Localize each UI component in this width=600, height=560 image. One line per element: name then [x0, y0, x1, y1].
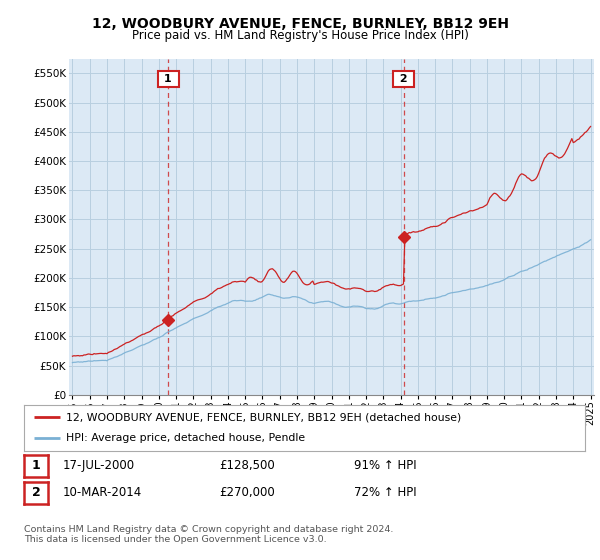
Text: HPI: Average price, detached house, Pendle: HPI: Average price, detached house, Pend… [66, 433, 305, 444]
Text: Contains HM Land Registry data © Crown copyright and database right 2024.
This d: Contains HM Land Registry data © Crown c… [24, 525, 394, 544]
Text: £128,500: £128,500 [219, 459, 275, 473]
Text: 10-MAR-2014: 10-MAR-2014 [63, 486, 142, 500]
Text: 17-JUL-2000: 17-JUL-2000 [63, 459, 135, 473]
Text: 2: 2 [32, 486, 40, 500]
Text: Price paid vs. HM Land Registry's House Price Index (HPI): Price paid vs. HM Land Registry's House … [131, 29, 469, 42]
Text: 1: 1 [160, 74, 176, 84]
Text: £270,000: £270,000 [219, 486, 275, 500]
Text: 12, WOODBURY AVENUE, FENCE, BURNLEY, BB12 9EH: 12, WOODBURY AVENUE, FENCE, BURNLEY, BB1… [91, 17, 509, 31]
Text: 91% ↑ HPI: 91% ↑ HPI [354, 459, 416, 473]
Text: 72% ↑ HPI: 72% ↑ HPI [354, 486, 416, 500]
Text: 1: 1 [32, 459, 40, 473]
Text: 12, WOODBURY AVENUE, FENCE, BURNLEY, BB12 9EH (detached house): 12, WOODBURY AVENUE, FENCE, BURNLEY, BB1… [66, 412, 461, 422]
Text: 2: 2 [396, 74, 412, 84]
